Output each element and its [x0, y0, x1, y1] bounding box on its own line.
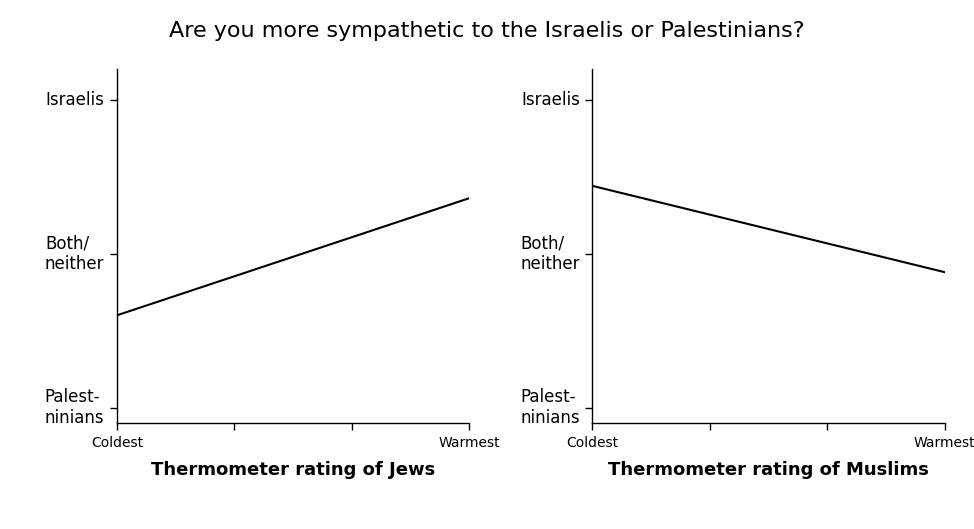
Text: Are you more sympathetic to the Israelis or Palestinians?: Are you more sympathetic to the Israelis…	[169, 21, 805, 41]
X-axis label: Thermometer rating of Muslims: Thermometer rating of Muslims	[608, 461, 929, 479]
X-axis label: Thermometer rating of Jews: Thermometer rating of Jews	[151, 461, 435, 479]
